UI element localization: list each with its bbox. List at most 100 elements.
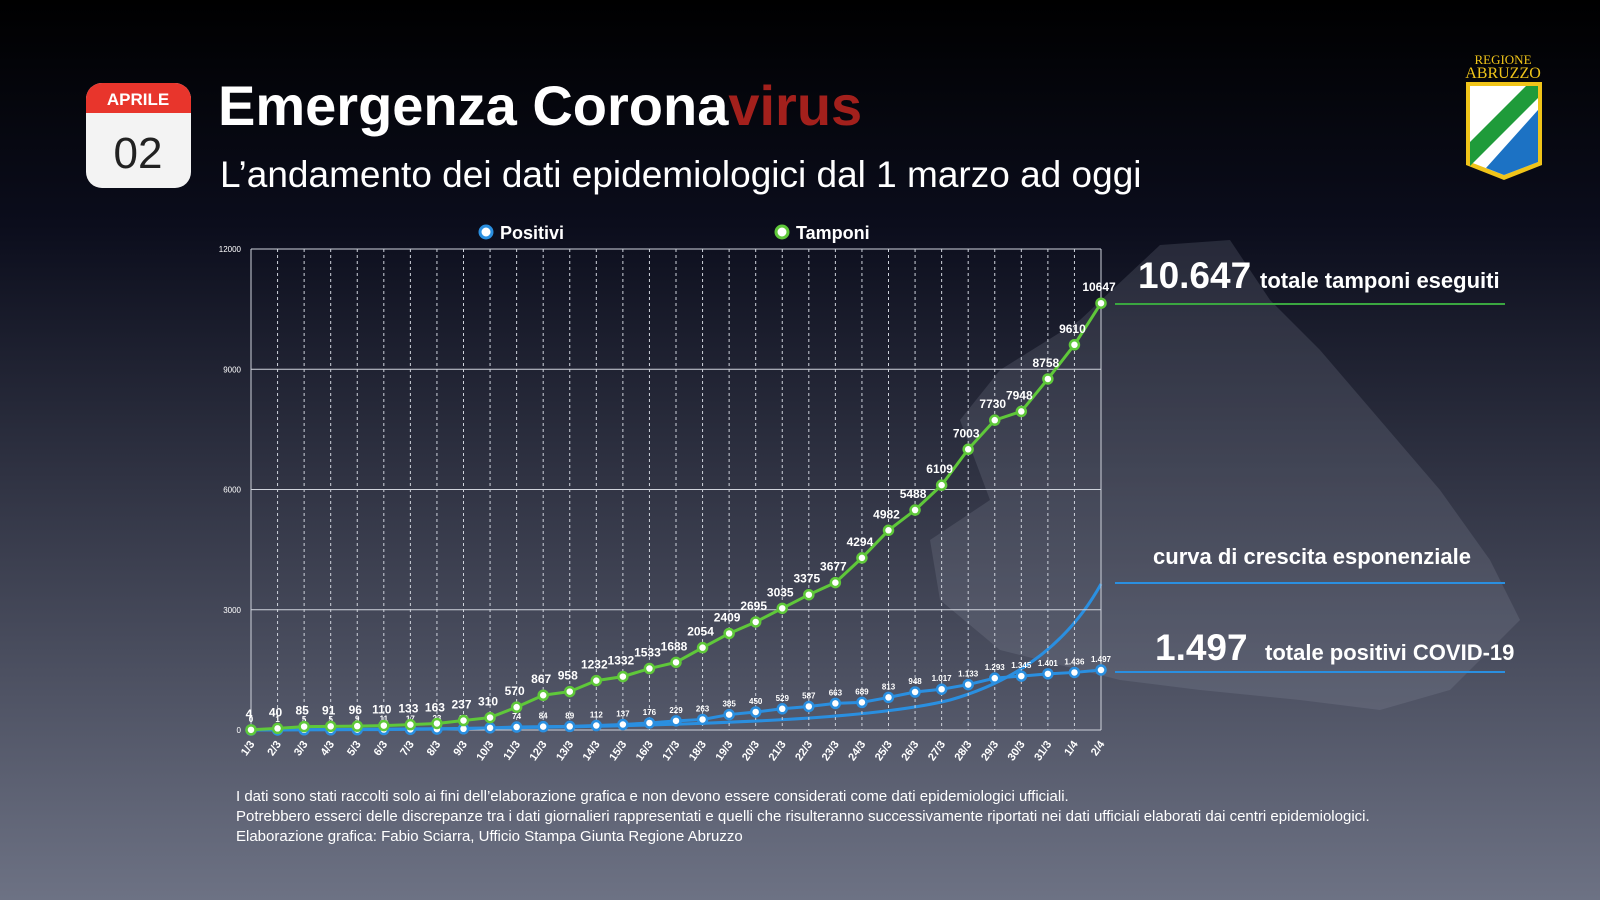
annotation-text: curva di crescita esponenziale	[1153, 544, 1471, 569]
subtitle: L’andamento dei dati epidemiologici dal …	[220, 154, 1142, 195]
annotation-total: 1.497	[1155, 627, 1248, 668]
data-label: 1232	[581, 658, 608, 672]
data-label: 1.436	[1064, 657, 1085, 666]
data-point	[803, 588, 815, 601]
data-point	[1095, 297, 1107, 309]
data-point	[696, 641, 709, 654]
data-point	[484, 711, 496, 724]
data-label: 9610	[1059, 322, 1086, 336]
data-label: 133	[398, 702, 418, 716]
data-label: 570	[505, 684, 525, 698]
footer-line: I dati sono stati raccolti solo ai fini …	[236, 788, 1069, 805]
calendar-day: 02	[114, 129, 163, 178]
data-label: 529	[776, 694, 790, 703]
data-label: 40	[269, 705, 283, 719]
data-label: 7730	[979, 397, 1006, 411]
data-point	[431, 717, 443, 730]
data-point	[829, 697, 842, 710]
data-label: 4	[246, 707, 253, 721]
data-point	[1015, 405, 1028, 418]
data-label: 84	[539, 712, 548, 721]
data-point	[537, 720, 549, 733]
data-label: 5488	[900, 487, 927, 501]
annotation-text: totale tamponi eseguiti	[1260, 268, 1500, 293]
y-tick-label: 9000	[223, 365, 241, 374]
data-label: 263	[696, 704, 710, 713]
data-label: 1.497	[1091, 655, 1112, 664]
data-label: 6109	[926, 462, 953, 476]
data-point	[643, 662, 656, 675]
annotation-total: 10.647	[1138, 255, 1251, 296]
data-label: 7948	[1006, 388, 1033, 402]
data-point	[776, 602, 788, 615]
data-label: 17	[406, 714, 415, 723]
data-label: 689	[855, 687, 869, 696]
annotation-text: totale positivi COVID-19	[1265, 640, 1514, 665]
data-label: 110	[372, 703, 392, 717]
data-label: 867	[531, 672, 551, 686]
data-point	[643, 717, 656, 729]
data-label: 5	[328, 715, 333, 724]
data-point	[245, 724, 257, 736]
data-point	[803, 700, 815, 713]
data-point	[909, 686, 921, 698]
title: Emergenza Coronavirus	[218, 74, 862, 137]
data-point	[723, 627, 735, 640]
data-label: 587	[802, 691, 816, 700]
data-label: 4982	[873, 507, 900, 521]
data-label: 1688	[661, 639, 688, 653]
data-label: 3035	[767, 585, 794, 599]
footer-line: Elaborazione grafica: Fabio Sciarra, Uff…	[236, 828, 743, 845]
data-point	[617, 718, 629, 731]
data-point	[935, 683, 948, 695]
data-label: 958	[558, 669, 578, 683]
map-silhouette	[930, 240, 1520, 710]
data-point	[510, 701, 523, 713]
data-point	[909, 504, 921, 516]
logo-green	[1470, 86, 1538, 166]
data-point	[989, 672, 1001, 684]
title-accent: virus	[728, 74, 862, 137]
data-label: 1.017	[932, 674, 953, 683]
data-label: 0	[249, 715, 254, 724]
legend-marker	[478, 224, 494, 240]
data-label: 74	[512, 712, 521, 721]
data-point	[856, 696, 868, 709]
data-label: 1.133	[958, 670, 979, 679]
data-point	[564, 685, 576, 698]
data-label: 1533	[634, 646, 661, 660]
data-point	[271, 722, 284, 735]
data-label: 4294	[847, 535, 874, 549]
data-label: 813	[882, 682, 896, 691]
y-tick-label: 12000	[219, 245, 242, 254]
data-point	[962, 678, 974, 691]
data-point	[749, 706, 762, 718]
data-point	[617, 670, 629, 683]
data-label: 2695	[740, 599, 767, 613]
data-label: 948	[908, 677, 922, 686]
data-label: 85	[295, 704, 309, 718]
data-point	[882, 524, 895, 537]
legend-label: Tamponi	[796, 223, 870, 243]
logo-blue	[1486, 110, 1538, 175]
data-point	[856, 552, 868, 564]
data-label: 137	[616, 710, 630, 719]
data-point	[324, 720, 337, 733]
data-point	[962, 443, 974, 456]
data-label: 11	[380, 715, 389, 724]
data-label: 229	[669, 706, 683, 715]
data-label: 2409	[714, 610, 741, 624]
data-point	[590, 674, 603, 687]
data-point	[749, 616, 762, 628]
data-point	[537, 689, 549, 701]
data-label: 1.401	[1038, 659, 1059, 668]
data-label: 3677	[820, 560, 847, 574]
data-label: 385	[722, 700, 736, 709]
calendar-header	[86, 83, 191, 113]
data-point	[696, 713, 709, 726]
data-label: 96	[349, 703, 363, 717]
data-label: 112	[590, 711, 603, 720]
